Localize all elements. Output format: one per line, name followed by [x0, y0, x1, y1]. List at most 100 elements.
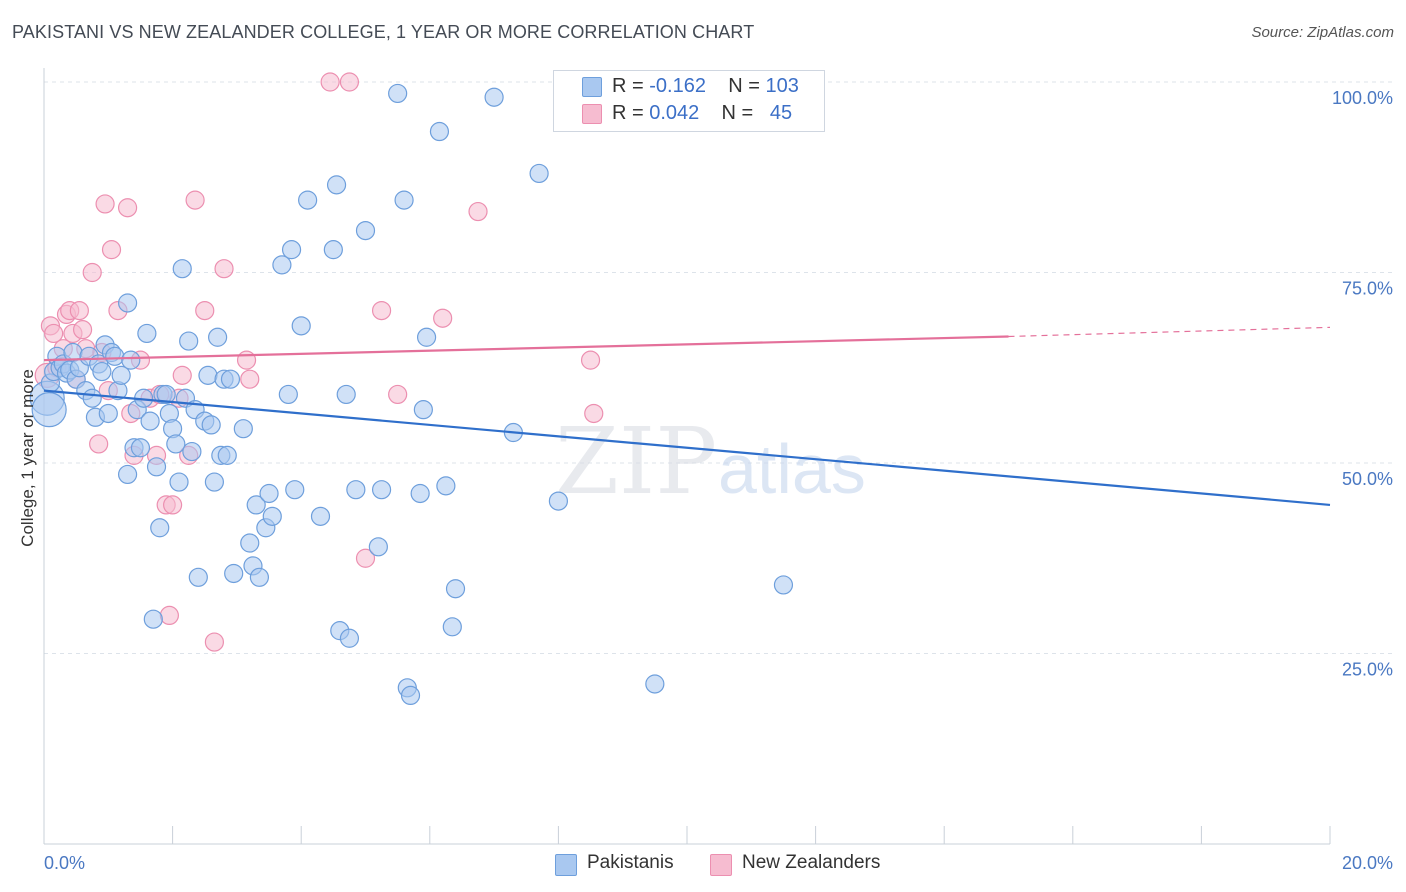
pakistanis-point — [371, 480, 392, 500]
pakistanis-point — [291, 316, 311, 336]
pakistanis-point — [272, 255, 292, 275]
pakistanis-point — [140, 411, 160, 431]
legend-r-label: R = — [612, 75, 644, 97]
pakistanis-point — [298, 190, 318, 210]
bottom-legend-swatch-pink — [710, 854, 732, 876]
new-zealanders-point — [320, 72, 340, 92]
pakistanis-point — [166, 434, 186, 454]
pakistanis-point — [137, 323, 157, 344]
pakistanis-point — [400, 685, 421, 706]
new-zealanders-point — [204, 632, 224, 652]
pakistanis-point — [82, 388, 102, 408]
new-zealanders-point — [82, 262, 102, 283]
pakistanis-point — [336, 384, 356, 405]
pakistanis-point — [224, 563, 244, 584]
pakistanis-point — [198, 365, 218, 385]
pakistanis-point — [240, 533, 260, 553]
pakistanis-point — [117, 293, 138, 313]
pakistanis-point — [388, 83, 408, 104]
chart-title: PAKISTANI VS NEW ZEALANDER COLLEGE, 1 YE… — [12, 22, 755, 42]
pakistanis-point — [246, 495, 266, 515]
pakistanis-point — [217, 445, 237, 465]
legend-n-label: N = — [721, 102, 754, 124]
watermark: ZIP atlas — [555, 408, 866, 515]
pakistanis-point — [201, 415, 221, 435]
new-zealanders-point — [101, 240, 122, 260]
new-zealanders-point — [236, 350, 257, 370]
pakistanis-point — [281, 240, 302, 260]
pakistanis-point — [310, 506, 331, 526]
new-zealanders-point — [172, 365, 192, 385]
pakistanis-point — [117, 464, 138, 485]
new-zealanders-point — [195, 301, 215, 321]
pakistanis-point — [233, 419, 253, 439]
series-pakistanis-points — [29, 83, 794, 706]
pakistanis-point — [436, 476, 456, 496]
new-zealanders-point — [355, 548, 376, 568]
new-zealanders-point — [388, 384, 408, 405]
pakistanis-point — [394, 190, 414, 210]
legend-n-value: 45 — [769, 102, 793, 124]
pakistanis-point — [31, 392, 67, 428]
legend-swatch-blue — [582, 77, 602, 97]
new-zealanders-point — [89, 434, 109, 454]
pakistanis-point — [410, 483, 430, 504]
pakistanis-point — [368, 537, 388, 557]
pakistanis-point — [259, 483, 279, 504]
new-zealanders-point — [163, 495, 183, 515]
pakistanis-point — [429, 121, 450, 142]
y-tick-label: 25.0% — [1342, 660, 1393, 680]
x-tick-label: 0.0% — [44, 853, 85, 873]
pakistanis-point — [98, 403, 118, 424]
pakistanis-point — [182, 441, 202, 462]
legend-r-label: R = — [612, 102, 644, 124]
pakistanis-point — [285, 480, 305, 500]
pakistanis-point — [188, 567, 208, 587]
y-tick-label: 50.0% — [1342, 469, 1393, 489]
legend-r-value: 0.042 — [649, 102, 700, 124]
pakistanis-point — [169, 472, 189, 492]
pakistanis-point — [416, 327, 437, 347]
pakistanis-point — [220, 369, 241, 389]
bottom-legend-label: New Zealanders — [742, 852, 881, 873]
trend-lines — [43, 326, 1331, 507]
pakistanis-point — [121, 350, 141, 370]
correlation-legend: R = -0.162 N = 103 R = 0.042 N = 45 — [553, 70, 825, 132]
pakistanis-point — [484, 87, 504, 107]
bottom-legend-swatch-blue — [555, 854, 577, 876]
pakistanis-point — [130, 438, 151, 458]
pakistanis-point — [172, 259, 192, 279]
legend-n-label: N = — [728, 75, 760, 97]
tick-labels: 25.0% 50.0% 75.0% 100.0% 0.0% 20.0% — [44, 88, 1393, 873]
pakistanis-point — [249, 567, 270, 587]
new-zealanders-point — [580, 350, 601, 370]
pakistanis-point — [156, 384, 176, 405]
y-tick-label: 100.0% — [1332, 88, 1393, 108]
pakistanis-point — [278, 384, 298, 405]
pakistanis-point — [645, 674, 665, 694]
watermark-zip: ZIP — [555, 408, 717, 515]
axes — [43, 68, 1331, 845]
pakistanis-point — [773, 575, 794, 595]
pakistanis-point — [413, 400, 433, 420]
pakistanis-point — [204, 472, 224, 492]
pakistanis-trend-line — [43, 389, 1331, 507]
pakistanis-point — [92, 361, 112, 382]
new-zealanders-point — [433, 308, 453, 328]
pakistanis-point — [105, 346, 125, 366]
pakistanis-point — [355, 220, 376, 241]
new-zealanders-point — [240, 369, 260, 389]
pakistanis-point — [111, 365, 131, 385]
pakistanis-point — [262, 506, 282, 526]
pakistanis-point — [346, 480, 366, 500]
new-zealanders-trend-extension — [1008, 326, 1331, 338]
y-tick-label: 75.0% — [1342, 279, 1393, 299]
new-zealanders-point — [371, 301, 392, 321]
pakistanis-point — [442, 617, 462, 637]
new-zealanders-point — [95, 194, 115, 214]
new-zealanders-point — [468, 201, 488, 222]
pakistanis-point — [548, 491, 569, 511]
y-axis-label: College, 1 year or more — [18, 369, 37, 547]
new-zealanders-point — [214, 259, 234, 279]
